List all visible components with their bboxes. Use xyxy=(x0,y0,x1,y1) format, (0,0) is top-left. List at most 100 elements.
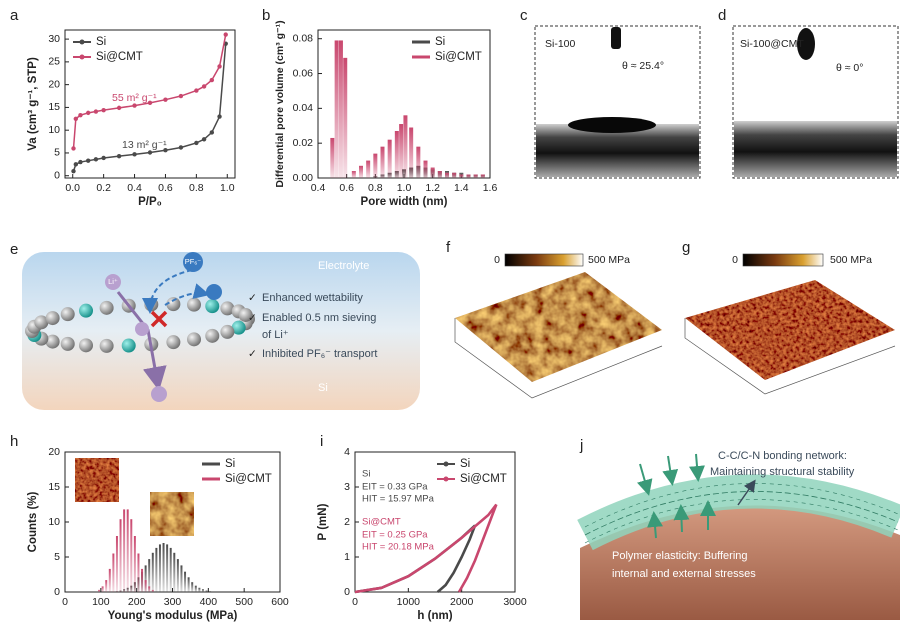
pf6-ion xyxy=(206,284,222,300)
bar xyxy=(194,585,197,592)
atom xyxy=(205,299,220,314)
point xyxy=(147,150,153,155)
panel-e-overlay: PF₆⁻ Li⁺ ✓ Enhanced wettability ✓ Enable… xyxy=(105,252,377,402)
annotation: 55 m² g⁻¹ xyxy=(112,92,157,104)
check: ✓ xyxy=(248,312,257,324)
note: Polymer elasticity: Buffering xyxy=(612,550,748,562)
bar xyxy=(380,146,385,178)
panel-label: h xyxy=(10,433,18,450)
bar xyxy=(480,174,485,178)
bar xyxy=(452,172,457,178)
contact-angle: θ ≈ 0° xyxy=(836,62,863,74)
panel-label: i xyxy=(320,433,323,450)
annotation: Si@CMT xyxy=(362,517,401,528)
legend-label: Si@CMT xyxy=(225,473,272,485)
bar xyxy=(416,146,421,178)
legend-label: Si xyxy=(460,458,470,470)
bar xyxy=(119,519,122,592)
colorbar xyxy=(504,253,584,267)
x-tick-label: 400 xyxy=(200,596,218,608)
atom xyxy=(238,307,253,322)
point xyxy=(85,110,91,116)
y-axis-label: Differential pore volume (cm³ g⁻¹) xyxy=(274,20,286,187)
bar xyxy=(409,127,414,178)
stress-arrow xyxy=(647,511,664,539)
afm-axes xyxy=(454,318,663,399)
atom xyxy=(220,301,235,316)
sample-name: Si-100@CMT xyxy=(740,38,804,50)
point xyxy=(132,152,137,157)
electrolyte-label: Electrolyte xyxy=(318,260,369,272)
bar xyxy=(330,137,335,178)
panel-label: g xyxy=(682,239,690,256)
substrate-label: Si xyxy=(318,382,328,394)
bar xyxy=(105,580,108,592)
legend-label: Si xyxy=(435,36,445,48)
plot-frame xyxy=(64,29,236,179)
feature: Enhanced wettability xyxy=(262,292,363,304)
bar xyxy=(166,544,169,592)
bar xyxy=(466,174,471,178)
x-tick-label: 0.8 xyxy=(368,182,383,194)
bar xyxy=(459,174,464,178)
legend-swatch xyxy=(443,461,449,467)
point xyxy=(209,130,215,135)
bar xyxy=(343,57,348,178)
afm-axes xyxy=(684,318,896,395)
panel-label: d xyxy=(718,7,726,24)
point xyxy=(178,145,184,150)
scale-max: 500 MPa xyxy=(588,254,630,266)
x-axis-label: P/P₀ xyxy=(138,196,162,208)
bar xyxy=(184,571,187,592)
bar xyxy=(144,580,147,592)
bar xyxy=(191,582,194,592)
bar xyxy=(394,130,399,178)
x-tick-label: 600 xyxy=(271,596,289,608)
y-tick-label: 20 xyxy=(48,78,60,90)
annotation: 13 m² g⁻¹ xyxy=(122,139,167,151)
inset-image xyxy=(75,458,119,502)
point xyxy=(71,146,76,151)
point xyxy=(116,105,122,111)
x-tick-label: 0.4 xyxy=(311,182,326,194)
panel-label: a xyxy=(10,7,19,24)
scale-max: 500 MPa xyxy=(830,254,872,266)
bar xyxy=(151,589,154,592)
annotation: EIT = 0.33 GPa xyxy=(362,482,428,493)
feature: Inhibited PF₆⁻ transport xyxy=(262,348,377,360)
y-tick-label: 0 xyxy=(54,170,60,182)
bar xyxy=(155,547,158,592)
legend-label: Si xyxy=(96,36,106,48)
annotation: Si xyxy=(362,469,370,480)
bar xyxy=(334,40,339,179)
x-tick-label: 0.0 xyxy=(65,182,80,194)
panel-e: e Electrolyte Si xyxy=(10,241,420,410)
point xyxy=(101,107,106,113)
bar xyxy=(338,40,343,179)
bar xyxy=(173,552,176,592)
x-tick-label: 1.0 xyxy=(397,182,412,194)
y-axis-label: P (mN) xyxy=(317,503,329,540)
x-tick-label: 1.2 xyxy=(425,182,440,194)
bar xyxy=(148,586,151,592)
bar xyxy=(180,565,183,592)
pf6-arrow xyxy=(142,269,193,314)
panel-label: e xyxy=(10,241,18,258)
bar xyxy=(133,536,136,592)
y-tick-label: 1 xyxy=(344,551,350,563)
scale-min: 0 xyxy=(732,254,738,266)
atom xyxy=(166,297,181,312)
atom xyxy=(79,338,93,353)
feature: of Li⁺ xyxy=(262,329,289,341)
y-tick-label: 0.06 xyxy=(293,67,314,79)
x-axis-label: Young's modulus (MPa) xyxy=(108,610,238,622)
x-tick-label: 0.8 xyxy=(189,182,204,194)
point xyxy=(147,100,153,106)
x-axis-label: Pore width (nm) xyxy=(361,196,448,208)
y-tick-label: 30 xyxy=(48,33,60,45)
x-tick-label: 0 xyxy=(352,596,358,608)
note: C-C/C-N bonding network: xyxy=(718,450,847,462)
annotation: HIT = 20.18 MPa xyxy=(362,542,435,553)
x-tick-label: 0.4 xyxy=(127,182,142,194)
panel-label: f xyxy=(446,239,451,256)
